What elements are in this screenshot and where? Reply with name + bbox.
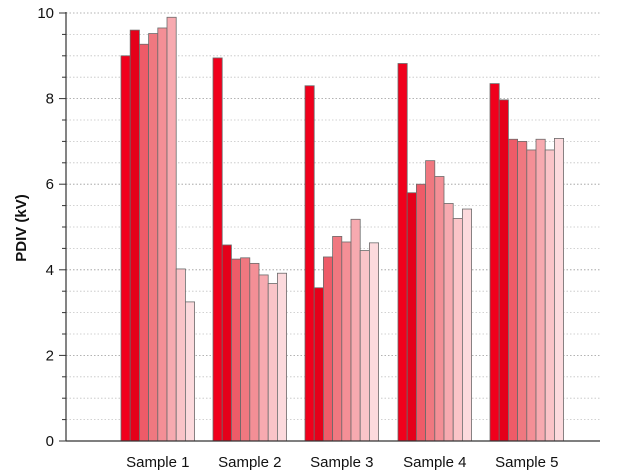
y-tick-label: 0	[46, 433, 54, 450]
bar-sample-4-4	[425, 160, 436, 442]
bar-sample-4-3	[415, 183, 426, 442]
bar-sample-1-6	[166, 16, 177, 442]
bars	[120, 16, 565, 442]
y-tick-label: 2	[46, 347, 54, 364]
bar-sample-3-1	[304, 85, 315, 442]
bar-sample-4-8	[461, 208, 472, 442]
bar-sample-1-5	[157, 27, 168, 442]
bar-sample-1-2	[129, 29, 140, 442]
y-tick-label: 8	[46, 91, 54, 108]
bar-sample-2-2	[221, 244, 232, 442]
bar-sample-2-5	[249, 262, 260, 442]
bar-sample-4-6	[443, 203, 454, 442]
bar-sample-1-4	[148, 33, 159, 442]
bar-sample-5-2	[498, 99, 509, 442]
bar-sample-3-7	[359, 250, 370, 442]
bar-sample-5-7	[544, 149, 555, 442]
bar-sample-2-7	[267, 283, 278, 442]
bar-sample-1-8	[184, 301, 195, 442]
bar-sample-5-6	[535, 138, 546, 442]
bar-sample-4-1	[397, 63, 408, 442]
bar-sample-5-5	[526, 149, 537, 442]
y-tick-label: 6	[46, 176, 54, 193]
bar-sample-1-7	[175, 268, 186, 442]
bar-sample-2-6	[258, 274, 269, 442]
x-category-label: Sample 5	[495, 454, 558, 471]
bar-sample-2-4	[240, 257, 251, 442]
bar-sample-4-7	[452, 218, 463, 442]
bar-sample-3-2	[313, 287, 324, 442]
x-category-label: Sample 4	[403, 454, 466, 471]
y-tick-label: 10	[37, 5, 54, 22]
bar-sample-4-5	[434, 176, 445, 442]
bar-sample-5-3	[507, 138, 518, 442]
bar-sample-2-8	[276, 272, 287, 442]
axes	[59, 12, 600, 442]
y-axis-title: PDIV (kV)	[13, 194, 30, 262]
y-tick-label: 4	[46, 262, 54, 279]
bar-sample-1-1	[120, 55, 131, 442]
bar-sample-2-3	[230, 258, 241, 442]
bar-sample-3-5	[341, 241, 352, 442]
bar-sample-1-3	[138, 43, 149, 442]
bar-sample-3-4	[332, 236, 343, 442]
bar-sample-5-4	[517, 140, 528, 442]
bar-sample-5-8	[554, 138, 565, 442]
x-category-label: Sample 3	[310, 454, 373, 471]
x-category-label: Sample 2	[218, 454, 281, 471]
bar-sample-3-3	[322, 256, 333, 442]
x-category-label: Sample 1	[126, 454, 189, 471]
bar-sample-3-8	[368, 242, 379, 442]
bar-sample-4-2	[406, 192, 417, 442]
axis-labels: 0 2 4 6 8 10 Sample 1 Sample 2 Sample 3 Sample 4 S…	[37, 5, 558, 471]
bar-sample-3-6	[350, 218, 361, 442]
bar-sample-5-1	[489, 83, 500, 442]
bar-sample-2-1	[212, 57, 223, 442]
